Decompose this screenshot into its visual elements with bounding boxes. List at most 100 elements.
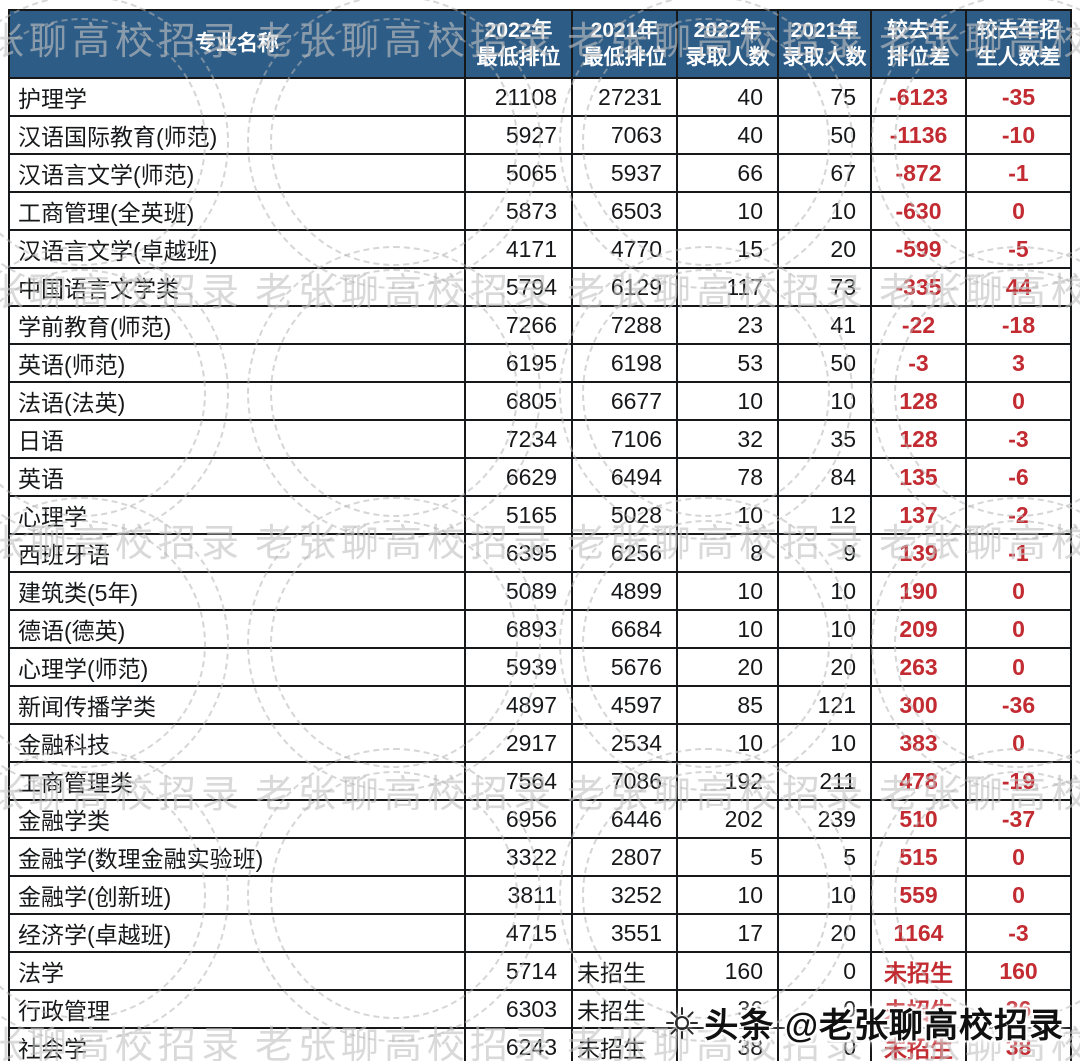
table-row: 汉语国际教育(师范) 5927 7063 40 50 -1136 -10 bbox=[8, 115, 1072, 155]
cell-count-2022: 10 bbox=[676, 381, 779, 421]
cell-rank-diff: 263 bbox=[870, 647, 967, 687]
cell-rank-diff: -6123 bbox=[870, 77, 967, 117]
cell-rank-2021: 6494 bbox=[571, 457, 678, 497]
cell-rank-2021: 未招生 bbox=[571, 951, 678, 991]
cell-rank-diff: 137 bbox=[870, 495, 967, 535]
cell-major-name: 新闻传播学类 bbox=[8, 685, 466, 725]
cell-count-2021: 10 bbox=[777, 723, 872, 763]
cell-count-2022: 40 bbox=[676, 115, 779, 155]
table-row: 金融科技 2917 2534 10 10 383 0 bbox=[8, 723, 1072, 763]
cell-count-2022: 38 bbox=[676, 1027, 779, 1061]
cell-rank-diff: 1164 bbox=[870, 913, 967, 953]
cell-rank-2021: 6256 bbox=[571, 533, 678, 573]
cell-rank-2021: 6129 bbox=[571, 267, 678, 307]
cell-rank-2022: 5939 bbox=[464, 647, 573, 687]
table-row: 工商管理类 7564 7086 192 211 478 -19 bbox=[8, 761, 1072, 801]
admissions-table: 专业名称 2022年 最低排位 2021年 最低排位 2022年 录取人数 20… bbox=[8, 9, 1072, 1061]
table-row: 西班牙语 6395 6256 8 9 139 -1 bbox=[8, 533, 1072, 573]
cell-rank-2021: 4597 bbox=[571, 685, 678, 725]
cell-rank-2022: 5927 bbox=[464, 115, 573, 155]
cell-count-2021: 10 bbox=[777, 609, 872, 649]
table-row: 心理学(师范) 5939 5676 20 20 263 0 bbox=[8, 647, 1072, 687]
cell-rank-diff: 383 bbox=[870, 723, 967, 763]
cell-major-name: 德语(德英) bbox=[8, 609, 466, 649]
cell-count-2022: 32 bbox=[676, 419, 779, 459]
cell-count-2022: 53 bbox=[676, 343, 779, 383]
cell-major-name: 金融学(数理金融实验班) bbox=[8, 837, 466, 877]
cell-rank-2021: 2807 bbox=[571, 837, 678, 877]
cell-count-2022: 10 bbox=[676, 875, 779, 915]
cell-count-2021: 73 bbox=[777, 267, 872, 307]
cell-rank-2022: 5873 bbox=[464, 191, 573, 231]
cell-count-2022: 78 bbox=[676, 457, 779, 497]
cell-count-diff: 0 bbox=[965, 381, 1072, 421]
cell-rank-2022: 6395 bbox=[464, 533, 573, 573]
cell-count-2022: 10 bbox=[676, 571, 779, 611]
cell-major-name: 英语 bbox=[8, 457, 466, 497]
cell-rank-diff: 510 bbox=[870, 799, 967, 839]
cell-rank-2021: 6503 bbox=[571, 191, 678, 231]
cell-rank-2022: 5065 bbox=[464, 153, 573, 193]
cell-rank-diff: 515 bbox=[870, 837, 967, 877]
cell-count-diff: -1 bbox=[965, 153, 1072, 193]
cell-major-name: 经济学(卓越班) bbox=[8, 913, 466, 953]
cell-rank-2022: 5794 bbox=[464, 267, 573, 307]
cell-rank-2022: 7266 bbox=[464, 305, 573, 345]
table-row: 金融学(数理金融实验班) 3322 2807 5 5 515 0 bbox=[8, 837, 1072, 877]
cell-rank-2021: 3252 bbox=[571, 875, 678, 915]
table-header: 专业名称 2022年 最低排位 2021年 最低排位 2022年 录取人数 20… bbox=[8, 9, 1072, 79]
cell-rank-2022: 6893 bbox=[464, 609, 573, 649]
cell-count-2021: 10 bbox=[777, 191, 872, 231]
cell-rank-2021: 5676 bbox=[571, 647, 678, 687]
cell-rank-2022: 5714 bbox=[464, 951, 573, 991]
cell-rank-2021: 6198 bbox=[571, 343, 678, 383]
cell-count-diff: -3 bbox=[965, 913, 1072, 953]
cell-major-name: 金融学(创新班) bbox=[8, 875, 466, 915]
cell-count-2022: 10 bbox=[676, 609, 779, 649]
cell-count-diff: 0 bbox=[965, 191, 1072, 231]
table-body: 护理学 21108 27231 40 75 -6123 -35 汉语国际教育(师范) 5927 7… bbox=[8, 77, 1072, 1061]
table-row: 法语(法英) 6805 6677 10 10 128 0 bbox=[8, 381, 1072, 421]
cell-count-diff: 3 bbox=[965, 343, 1072, 383]
cell-count-2022: 5 bbox=[676, 837, 779, 877]
cell-count-2022: 15 bbox=[676, 229, 779, 269]
cell-count-2021: 121 bbox=[777, 685, 872, 725]
cell-count-2021: 20 bbox=[777, 913, 872, 953]
cell-rank-2022: 2917 bbox=[464, 723, 573, 763]
cell-count-2022: 10 bbox=[676, 495, 779, 535]
cell-count-2022: 160 bbox=[676, 951, 779, 991]
table-row: 日语 7234 7106 32 35 128 -3 bbox=[8, 419, 1072, 459]
cell-major-name: 心理学(师范) bbox=[8, 647, 466, 687]
cell-rank-2022: 6629 bbox=[464, 457, 573, 497]
cell-major-name: 金融科技 bbox=[8, 723, 466, 763]
header-count-2022: 2022年 录取人数 bbox=[676, 9, 779, 79]
table-row: 法学 5714 未招生 160 0 未招生 160 bbox=[8, 951, 1072, 991]
credit-overlay: 头条 @老张聊高校招录 bbox=[665, 998, 1064, 1047]
cell-rank-diff: 209 bbox=[870, 609, 967, 649]
table-row: 德语(德英) 6893 6684 10 10 209 0 bbox=[8, 609, 1072, 649]
cell-rank-diff: -335 bbox=[870, 267, 967, 307]
cell-count-diff: -1 bbox=[965, 533, 1072, 573]
cell-count-2022: 36 bbox=[676, 989, 779, 1029]
cell-rank-2021: 6677 bbox=[571, 381, 678, 421]
cell-count-diff: -19 bbox=[965, 761, 1072, 801]
table-row: 中国语言文学类 5794 6129 117 73 -335 44 bbox=[8, 267, 1072, 307]
cell-major-name: 建筑类(5年) bbox=[8, 571, 466, 611]
cell-count-diff: 0 bbox=[965, 837, 1072, 877]
table-row: 社会学 6243 未招生 38 0 未招生 38 bbox=[8, 1027, 1072, 1061]
table-row: 英语(师范) 6195 6198 53 50 -3 3 bbox=[8, 343, 1072, 383]
cell-major-name: 汉语言文学(卓越班) bbox=[8, 229, 466, 269]
cell-count-diff: -36 bbox=[965, 685, 1072, 725]
cell-rank-diff: 139 bbox=[870, 533, 967, 573]
cell-major-name: 西班牙语 bbox=[8, 533, 466, 573]
cell-count-2021: 10 bbox=[777, 571, 872, 611]
table-row: 行政管理 6303 未招生 36 0 未招生 36 bbox=[8, 989, 1072, 1029]
credit-text: 头条 @老张聊高校招录 bbox=[704, 1007, 1064, 1045]
cell-count-diff: -35 bbox=[965, 77, 1072, 117]
cell-rank-2022: 5165 bbox=[464, 495, 573, 535]
cell-count-2022: 23 bbox=[676, 305, 779, 345]
cell-rank-diff: 478 bbox=[870, 761, 967, 801]
cell-rank-2022: 21108 bbox=[464, 77, 573, 117]
table-row: 汉语言文学(师范) 5065 5937 66 67 -872 -1 bbox=[8, 153, 1072, 193]
cell-count-2022: 17 bbox=[676, 913, 779, 953]
